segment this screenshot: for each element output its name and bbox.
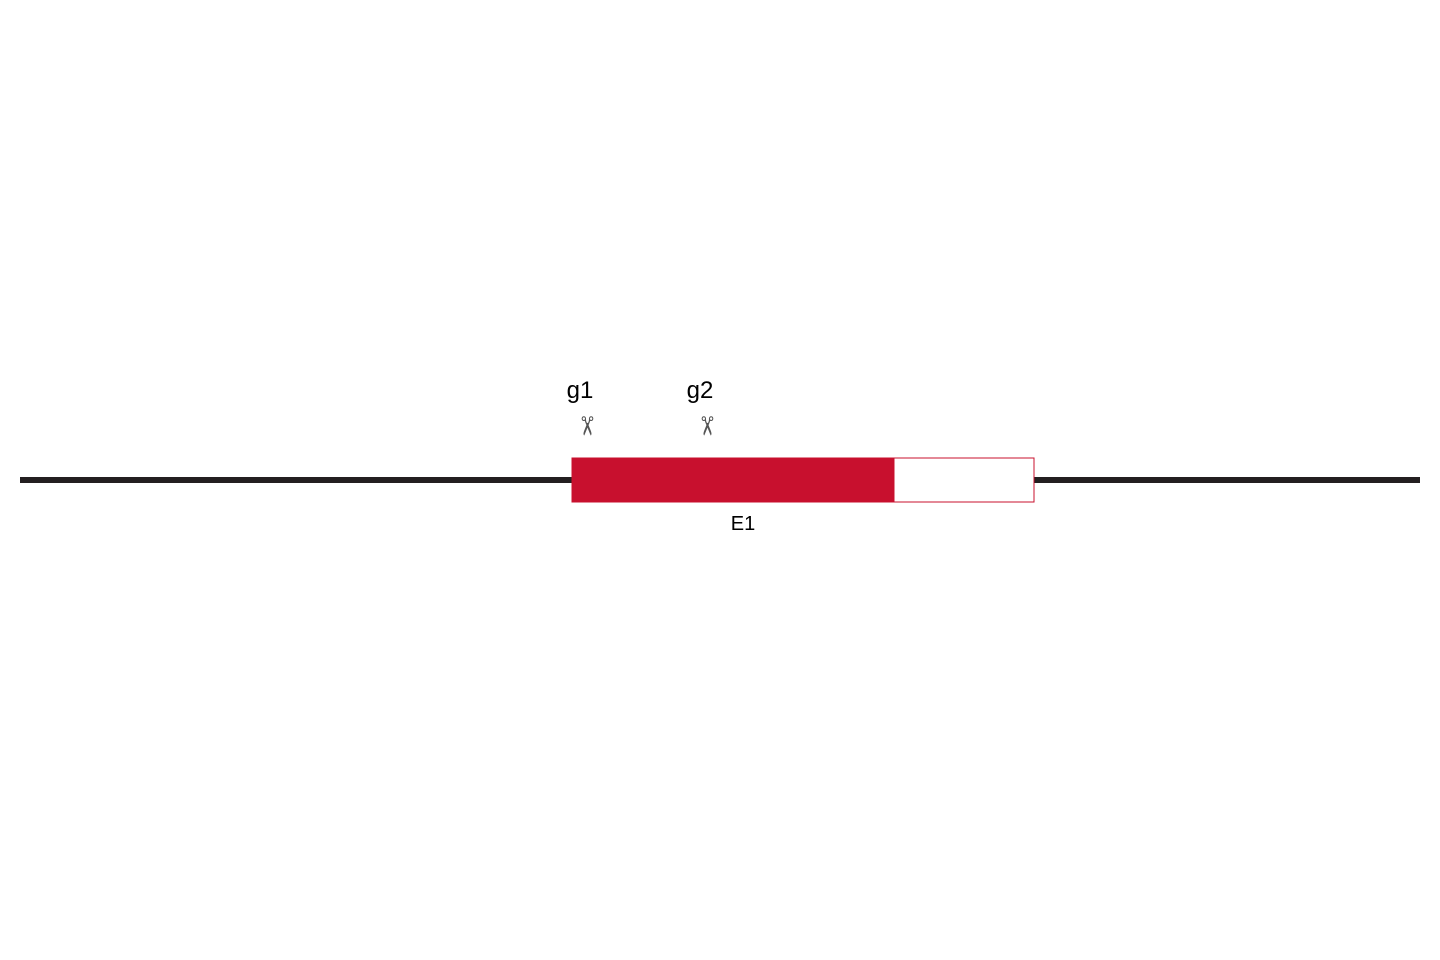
scissors-icon: ✂ [572, 415, 602, 437]
exon-utr-box [894, 458, 1034, 502]
guide-label: g1 [567, 377, 594, 404]
guide-label: g2 [687, 377, 714, 404]
gene-diagram: E1 g1 ✂ g2 ✂ [0, 0, 1440, 960]
exon-label: E1 [731, 513, 755, 535]
exon-coding-box [572, 458, 894, 502]
scissors-icon: ✂ [692, 415, 722, 437]
